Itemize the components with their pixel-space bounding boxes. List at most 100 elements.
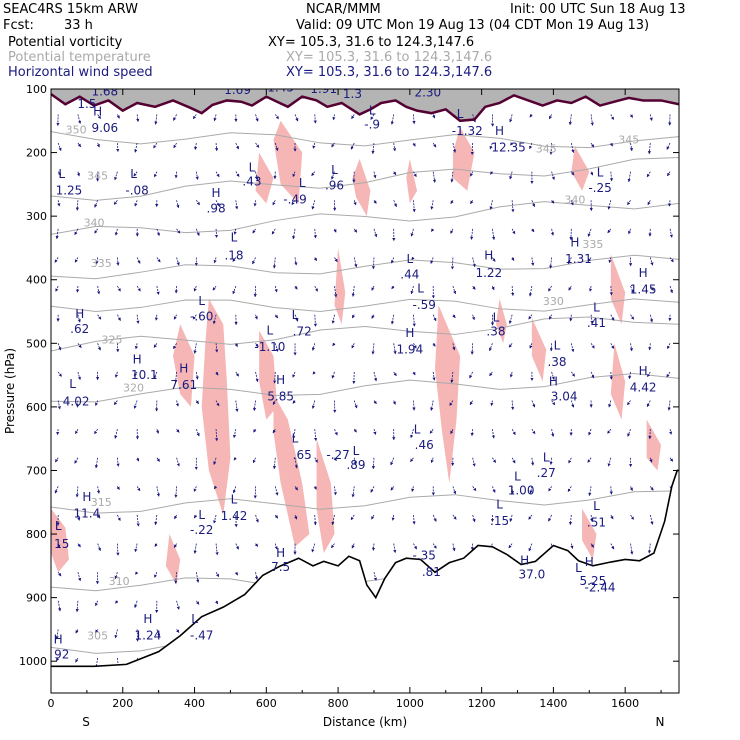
wind-vector-arrow <box>608 400 612 408</box>
x-axis-tick-label: 200 <box>112 697 133 710</box>
wind-vector-arrow <box>371 314 375 319</box>
wind-vector-arrow <box>628 371 632 380</box>
wind-vector-arrow <box>114 171 118 181</box>
wind-vector-arrow <box>666 142 671 150</box>
wind-vector-arrow <box>630 543 634 555</box>
wind-vector-arrow <box>646 400 651 408</box>
wind-vector-arrow <box>608 257 612 264</box>
wind-vector-arrow <box>390 114 395 125</box>
pv-positive-region <box>255 152 274 204</box>
pv-extremum-label: -2.44 <box>585 580 616 594</box>
wind-vector-arrow <box>74 228 79 236</box>
wind-vector-arrow <box>491 228 496 241</box>
wind-vector-arrow <box>629 343 633 352</box>
pv-extremum-label: .38 <box>486 325 505 339</box>
wind-vector-arrow <box>472 457 476 467</box>
wind-vector-arrow <box>412 371 416 376</box>
pv-extremum-label: .51 <box>587 515 606 529</box>
wind-vector-arrow <box>334 428 338 436</box>
wind-vector-arrow <box>470 429 474 437</box>
pv-positive-region <box>406 158 418 204</box>
wind-vector-arrow <box>567 486 572 493</box>
wind-vector-arrow <box>570 400 575 408</box>
wind-vector-arrow <box>232 257 237 262</box>
wind-vector-arrow <box>627 171 631 183</box>
wind-vector-arrow <box>294 314 299 322</box>
wind-vector-arrow <box>647 543 652 554</box>
y-axis-tick-label: 500 <box>26 337 47 350</box>
wind-vector-arrow <box>193 543 197 554</box>
pv-extremum-label: 15 <box>54 537 69 551</box>
wind-vector-arrow <box>350 514 355 521</box>
wind-vector-arrow <box>551 429 555 437</box>
wind-vector-arrow <box>76 400 80 408</box>
theta-contour-label: 310 <box>109 575 130 588</box>
wind-vector-arrow <box>469 371 474 379</box>
wind-vector-arrow <box>134 343 139 350</box>
theta-contour-line <box>51 131 679 149</box>
pv-extremum-label: L <box>191 612 198 626</box>
wind-vector-arrow <box>76 286 80 293</box>
wind-vector-arrow <box>77 572 82 582</box>
y-axis-tick-label: 900 <box>26 592 47 605</box>
pv-extremum-label: 4.42 <box>630 381 657 395</box>
wind-vector-arrow <box>610 514 614 520</box>
x-axis-tick-label: 1400 <box>539 697 567 710</box>
wind-vector-arrow <box>116 257 120 266</box>
pv-extremum-label: -.9 <box>364 117 380 131</box>
wind-vector-arrow <box>371 257 376 270</box>
wind-vector-arrow <box>351 114 355 120</box>
wind-vector-arrow <box>135 629 140 642</box>
theta-contour-label: 345 <box>536 143 557 156</box>
wind-vector-arrow <box>136 257 141 264</box>
wind-vector-arrow <box>511 457 516 464</box>
pv-extremum-label: H <box>495 124 504 138</box>
wind-vector-arrow <box>390 486 395 491</box>
wind-vector-arrow <box>450 228 454 234</box>
pv-extremum-label: 10.1 <box>131 368 158 382</box>
wind-vector-arrow <box>114 429 118 439</box>
field-pv-name: Potential vorticity <box>8 35 123 50</box>
wind-vector-arrow <box>176 257 180 266</box>
wind-vector-arrow <box>331 543 335 549</box>
wind-vector-arrow <box>74 457 79 464</box>
pv-extremum-label: H <box>133 353 142 367</box>
wind-vector-arrow <box>134 142 138 153</box>
wind-vector-arrow <box>176 228 181 234</box>
pv-extremum-label: -.27 <box>326 448 349 462</box>
wind-vector-arrow <box>94 228 98 234</box>
wind-vector-arrow <box>312 142 316 149</box>
wind-vector-arrow <box>311 200 316 210</box>
wind-vector-arrow <box>510 486 515 495</box>
pv-extremum-label: L <box>58 167 65 181</box>
pv-extremum-label: H <box>212 186 221 200</box>
wind-vector-arrow <box>255 142 260 148</box>
wind-vector-arrow <box>215 400 220 407</box>
wind-vector-arrow <box>134 600 138 609</box>
wind-vector-arrow <box>412 142 416 147</box>
wind-vector-arrow <box>373 572 377 582</box>
wind-vector-arrow <box>213 514 217 524</box>
wind-vector-arrow <box>136 486 141 492</box>
wind-vector-arrow <box>373 429 377 435</box>
pv-extremum-label: 5.25 <box>580 574 607 588</box>
wind-vector-arrow <box>649 285 654 291</box>
pv-extremum-label: -.59 <box>413 298 436 312</box>
wind-vector-arrow <box>136 314 140 324</box>
wind-vector-arrow <box>432 343 436 347</box>
wind-vector-arrow <box>590 171 594 176</box>
wind-vector-arrow <box>76 171 80 177</box>
pv-extremum-label: L <box>414 423 421 437</box>
wind-vector-arrow <box>97 543 101 552</box>
wind-vector-arrow <box>195 400 199 405</box>
wind-vector-arrow <box>370 486 375 493</box>
wind-vector-arrow <box>511 228 516 235</box>
wind-vector-arrow <box>669 228 673 238</box>
wind-vector-arrow <box>153 371 158 379</box>
wind-vector-arrow <box>430 200 434 210</box>
wind-vector-arrow <box>292 400 296 404</box>
theta-contour-line <box>51 373 679 403</box>
pv-extremum-label: 1.45 <box>630 283 657 297</box>
field-wind-xy: XY= 105.3, 31.6 to 124.3,147.6 <box>286 65 493 80</box>
theta-contour-line <box>51 156 679 201</box>
